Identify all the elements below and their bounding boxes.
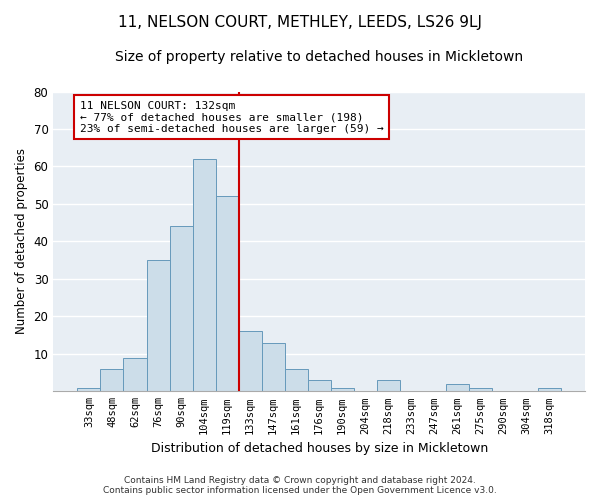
Bar [331,388,353,392]
X-axis label: Distribution of detached houses by size in Mickletown: Distribution of detached houses by size … [151,442,488,455]
Y-axis label: Number of detached properties: Number of detached properties [15,148,28,334]
Bar [239,332,262,392]
Bar [124,358,146,392]
Bar [308,380,331,392]
Bar [193,159,215,392]
Bar [538,388,561,392]
Bar [170,226,193,392]
Bar [284,369,308,392]
Bar [262,342,284,392]
Text: 11, NELSON COURT, METHLEY, LEEDS, LS26 9LJ: 11, NELSON COURT, METHLEY, LEEDS, LS26 9… [118,15,482,30]
Bar [100,369,124,392]
Bar [146,260,170,392]
Bar [469,388,492,392]
Bar [215,196,239,392]
Text: 11 NELSON COURT: 132sqm
← 77% of detached houses are smaller (198)
23% of semi-d: 11 NELSON COURT: 132sqm ← 77% of detache… [80,100,383,134]
Title: Size of property relative to detached houses in Mickletown: Size of property relative to detached ho… [115,50,523,64]
Bar [77,388,100,392]
Bar [446,384,469,392]
Text: Contains HM Land Registry data © Crown copyright and database right 2024.
Contai: Contains HM Land Registry data © Crown c… [103,476,497,495]
Bar [377,380,400,392]
